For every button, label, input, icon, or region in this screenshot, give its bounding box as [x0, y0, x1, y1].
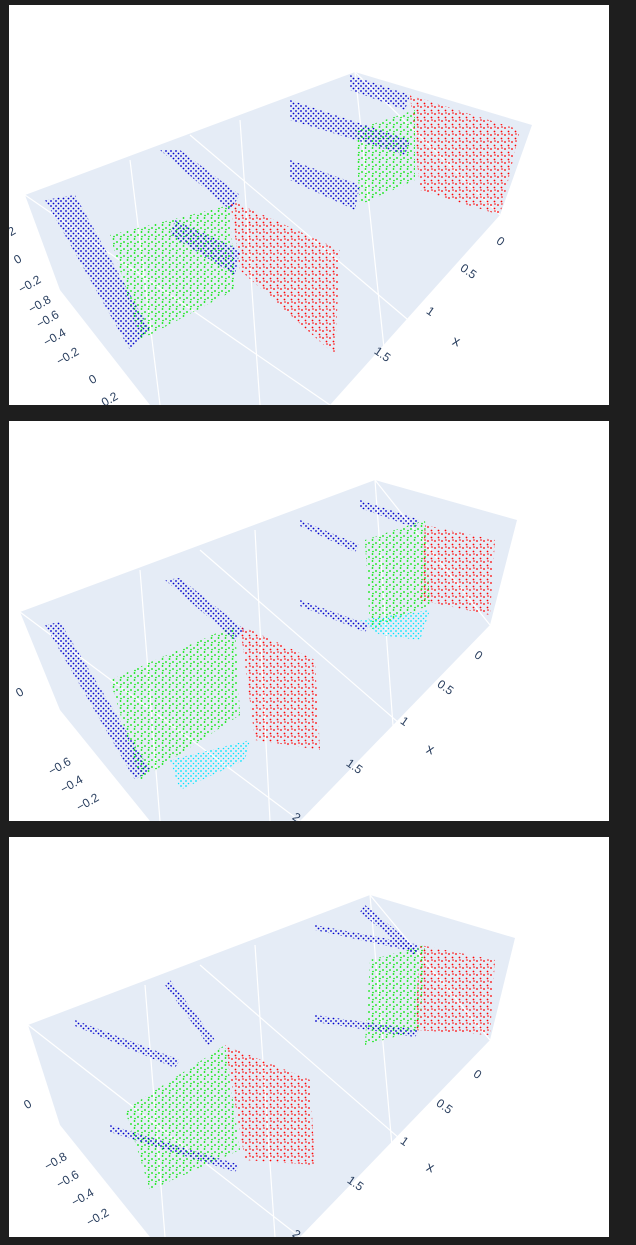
- point-cloud-red: [230, 200, 340, 355]
- point-cloud-red: [415, 945, 495, 1035]
- point-cloud-green: [365, 945, 425, 1045]
- point-cloud-blue: [350, 75, 410, 110]
- scene: 0−0.6−0.4−0.200.511.52x: [13, 479, 517, 825]
- point-cloud-blue: [75, 1020, 180, 1068]
- point-cloud-blue: [300, 520, 360, 552]
- point-cloud-blue: [165, 980, 215, 1045]
- point-cloud-cyan: [360, 610, 430, 640]
- scene: 0−0.8−0.6−0.4−0.200.511.52x: [21, 894, 515, 1242]
- grid-line: [199, 549, 431, 751]
- scene: 20−0.2−0.8−0.6−0.4−0.200.200.511.5x: [5, 71, 532, 405]
- point-cloud-blue: [160, 150, 240, 210]
- point-cloud-red: [225, 1045, 315, 1165]
- point-cloud-blue: [315, 925, 420, 952]
- point-cloud-blue: [360, 500, 420, 528]
- side-tick-label: 2: [5, 223, 18, 239]
- grid-line: [369, 894, 401, 1237]
- point-cloud-blue: [45, 622, 150, 780]
- point-cloud-blue: [360, 905, 420, 955]
- point-cloud-red: [240, 625, 320, 750]
- point-cloud-blue: [165, 578, 245, 640]
- point-cloud-green: [125, 1045, 240, 1190]
- point-cloud-blue: [110, 1125, 240, 1172]
- point-cloud-blue: [290, 160, 360, 210]
- point-cloud-blue: [300, 600, 370, 632]
- plot-panel: 0−0.6−0.4−0.200.511.52x: [9, 421, 609, 825]
- plot-panel: 0−0.8−0.6−0.4−0.200.511.52x: [9, 837, 609, 1242]
- point-cloud-green: [365, 520, 430, 630]
- point-cloud-blue: [315, 1015, 420, 1037]
- point-cloud-blue: [290, 100, 410, 155]
- grid-line: [189, 134, 421, 331]
- point-cloud-green: [110, 625, 240, 780]
- point-cloud-blue: [170, 220, 240, 275]
- grid-line: [199, 964, 431, 1166]
- point-cloud-red: [420, 525, 495, 615]
- point-cloud-cyan: [170, 740, 250, 790]
- point-cloud-blue: [45, 195, 150, 350]
- plot-panel: 20−0.2−0.8−0.6−0.4−0.200.200.511.5x: [5, 5, 609, 405]
- point-cloud-red: [410, 95, 520, 215]
- x-tick-label: 2: [290, 1227, 304, 1242]
- x-tick-label: 2: [290, 810, 304, 825]
